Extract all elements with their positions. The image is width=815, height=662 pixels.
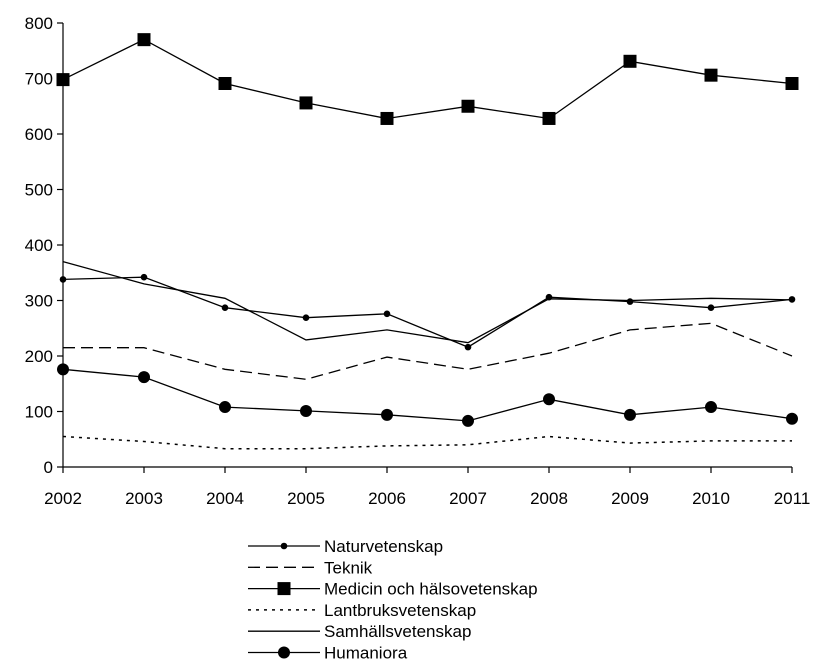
y-tick-label: 600 [25, 125, 53, 144]
data-point [218, 76, 232, 90]
series-line [62, 38, 793, 120]
data-point [543, 393, 555, 406]
legend-item: Naturvetenskap [248, 537, 443, 556]
legend-label: Humaniora [324, 644, 408, 662]
legend-item: Medicin och hälsovetenskap [248, 580, 538, 599]
x-tick-label: 2011 [774, 489, 811, 508]
data-point [462, 414, 474, 427]
data-point [380, 111, 394, 125]
series-medicin-och-h-lsovetenskap [56, 33, 799, 125]
y-tick-label: 200 [25, 347, 53, 366]
series-humaniora [57, 363, 798, 427]
legend-label: Samhällsvetenskap [324, 622, 471, 641]
data-point [219, 401, 231, 414]
legend-label: Teknik [324, 558, 373, 577]
y-tick-label: 700 [25, 70, 53, 89]
legend-item: Lantbruksvetenskap [248, 601, 476, 620]
x-tick-label: 2002 [44, 489, 82, 508]
series-line [62, 260, 793, 344]
x-tick-label: 2005 [287, 489, 325, 508]
data-point [464, 343, 472, 351]
legend-label: Medicin och hälsovetenskap [324, 580, 538, 599]
data-point [140, 273, 148, 281]
data-point [626, 298, 634, 305]
series-naturvetenskap [59, 273, 796, 351]
y-tick-label: 300 [25, 292, 53, 311]
data-point [707, 304, 715, 312]
data-point [221, 304, 229, 312]
legend-marker [278, 646, 290, 659]
y-tick-label: 800 [25, 14, 53, 33]
y-tick-label: 100 [25, 403, 53, 422]
legend-item: Teknik [248, 558, 373, 577]
data-point [623, 54, 637, 68]
data-point [624, 408, 636, 421]
data-point [137, 33, 151, 47]
data-point [56, 73, 70, 87]
data-point [59, 276, 67, 283]
x-tick-label: 2003 [125, 489, 163, 508]
axes: 0 100 200 300 400 500 600 700 800 2002 2003 2004 200… [25, 14, 811, 508]
data-point [785, 76, 799, 90]
x-tick-label: 2009 [611, 489, 649, 508]
x-tick-label: 2008 [530, 489, 568, 508]
data-point [381, 408, 393, 421]
series-layer [56, 33, 799, 450]
data-point [461, 99, 475, 113]
y-tick-label: 400 [25, 236, 53, 255]
data-point [704, 68, 718, 82]
series-samh-llsvetenskap [62, 260, 793, 344]
series-lantbruksvetenskap [62, 435, 792, 450]
data-point [705, 401, 717, 414]
x-tick-label: 2006 [368, 489, 406, 508]
data-point [57, 363, 69, 376]
legend: Naturvetenskap Teknik Medicin och hälsovet… [248, 537, 538, 662]
x-tick-label: 2010 [692, 489, 730, 508]
x-tick-label: 2004 [206, 489, 244, 508]
data-point [383, 310, 391, 318]
series-line [63, 322, 793, 380]
data-point [786, 412, 798, 425]
series-line [62, 368, 793, 422]
legend-label: Naturvetenskap [324, 537, 443, 556]
legend-marker [277, 582, 291, 596]
data-point [542, 111, 556, 125]
legend-marker [280, 542, 288, 550]
data-point [138, 371, 150, 384]
x-tick-label: 2007 [449, 489, 487, 508]
data-point [300, 404, 312, 417]
series-teknik [63, 322, 793, 380]
series-line [62, 435, 792, 450]
series-line [62, 276, 793, 348]
data-point [302, 314, 310, 322]
y-tick-label: 0 [44, 458, 53, 477]
legend-label: Lantbruksvetenskap [324, 601, 476, 620]
y-tick-label: 500 [25, 181, 53, 200]
legend-item: Samhällsvetenskap [248, 622, 471, 641]
data-point [299, 96, 313, 110]
legend-item: Humaniora [248, 644, 408, 662]
